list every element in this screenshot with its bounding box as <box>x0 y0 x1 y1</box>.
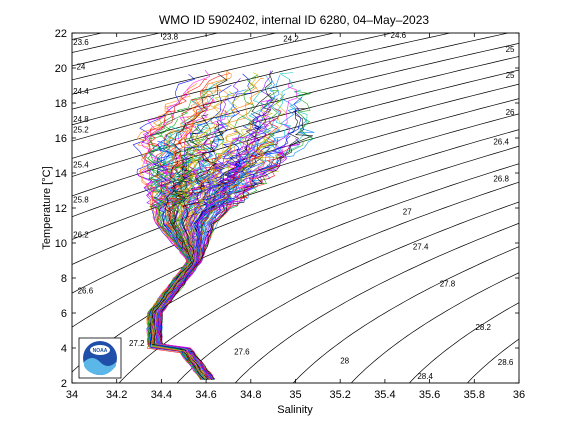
y-tick-label: 2 <box>61 378 67 390</box>
y-tick-label: 14 <box>55 168 67 180</box>
noaa-logo-text: NOAA <box>93 348 108 354</box>
isopycnal-label: 28.4 <box>417 372 433 381</box>
y-tick-label: 20 <box>55 63 67 75</box>
isopycnal-curve <box>46 16 576 401</box>
isopycnal-label: 24.8 <box>73 115 89 124</box>
isopycnal-label: 26.8 <box>493 174 509 183</box>
x-tick-label: 34 <box>66 389 78 401</box>
x-tick-label: 34.2 <box>106 389 127 401</box>
x-tick-label: 34.4 <box>151 389 172 401</box>
y-tick-label: 6 <box>61 308 67 320</box>
x-axis-label: Salinity <box>277 404 313 416</box>
isopycnal-curve <box>510 16 576 401</box>
profile-line <box>160 139 300 380</box>
noaa-logo: NOAA <box>79 338 121 378</box>
x-tick-label: 35.8 <box>464 389 485 401</box>
isopycnal-label: 23.8 <box>163 33 179 42</box>
isopycnal-label: 24.2 <box>283 34 299 43</box>
y-axis-label: Temperature [°C] <box>41 166 53 249</box>
isopycnal-label: 27 <box>403 208 412 217</box>
isopycnal-label: 26.2 <box>73 230 89 239</box>
isopycnal-label: 24.4 <box>73 87 89 96</box>
y-tick-label: 10 <box>55 238 67 250</box>
isopycnal-label: 28.2 <box>475 323 491 332</box>
isopycnal-label: 27.2 <box>129 339 145 348</box>
isopycnal-label: 27.8 <box>440 279 456 288</box>
isopycnal-curve <box>0 16 9 401</box>
isopycnal-label: 23.6 <box>73 38 89 47</box>
chart-title: WMO ID 5902402, internal ID 6280, 04–May… <box>159 13 429 27</box>
x-tick-label: 35 <box>289 389 301 401</box>
isopycnal-label: 27.6 <box>234 348 250 357</box>
y-tick-label: 22 <box>55 28 67 40</box>
isopycnal-labels: 23.6 24 24.4 24.825.2 25.4 25.8 26.2 26.6 23.8 24… <box>73 31 515 381</box>
isopycnal-curve <box>569 16 576 401</box>
isopycnal-label: 26.4 <box>493 138 509 147</box>
y-tick-label: 12 <box>55 203 67 215</box>
isopycnal-label: 24.6 <box>391 31 407 40</box>
y-tick-label: 4 <box>61 343 67 355</box>
isopycnal-label: 28 <box>340 356 349 365</box>
x-tick-label: 35.2 <box>329 389 350 401</box>
y-tick-label: 18 <box>55 98 67 110</box>
isopycnal-label: 25 <box>506 71 515 80</box>
isopycnal-label: 28.6 <box>498 358 514 367</box>
y-tick-label: 16 <box>55 133 67 145</box>
isopycnal-label: 24 <box>76 62 85 71</box>
isopycnal-label: 25 <box>506 45 515 54</box>
isopycnal-label: 25.4 <box>73 160 89 169</box>
isopycnal-label: 26 <box>506 108 515 117</box>
isopycnal-label: 27.4 <box>413 243 429 252</box>
x-tick-label: 34.8 <box>240 389 261 401</box>
isopycnal-curve <box>278 16 576 401</box>
x-tick-label: 34.6 <box>195 389 216 401</box>
x-tick-label: 36 <box>513 389 525 401</box>
x-tick-label: 35.4 <box>374 389 395 401</box>
isopycnal-label: 25.2 <box>73 125 89 134</box>
isopycnal-curve <box>394 16 576 401</box>
x-tick-label: 35.6 <box>419 389 440 401</box>
plot-frame <box>72 33 519 383</box>
isopycnal-label: 26.6 <box>78 286 94 295</box>
profile-line <box>158 150 260 379</box>
isopycnal-label: 25.8 <box>73 195 89 204</box>
y-tick-label: 8 <box>61 273 67 285</box>
